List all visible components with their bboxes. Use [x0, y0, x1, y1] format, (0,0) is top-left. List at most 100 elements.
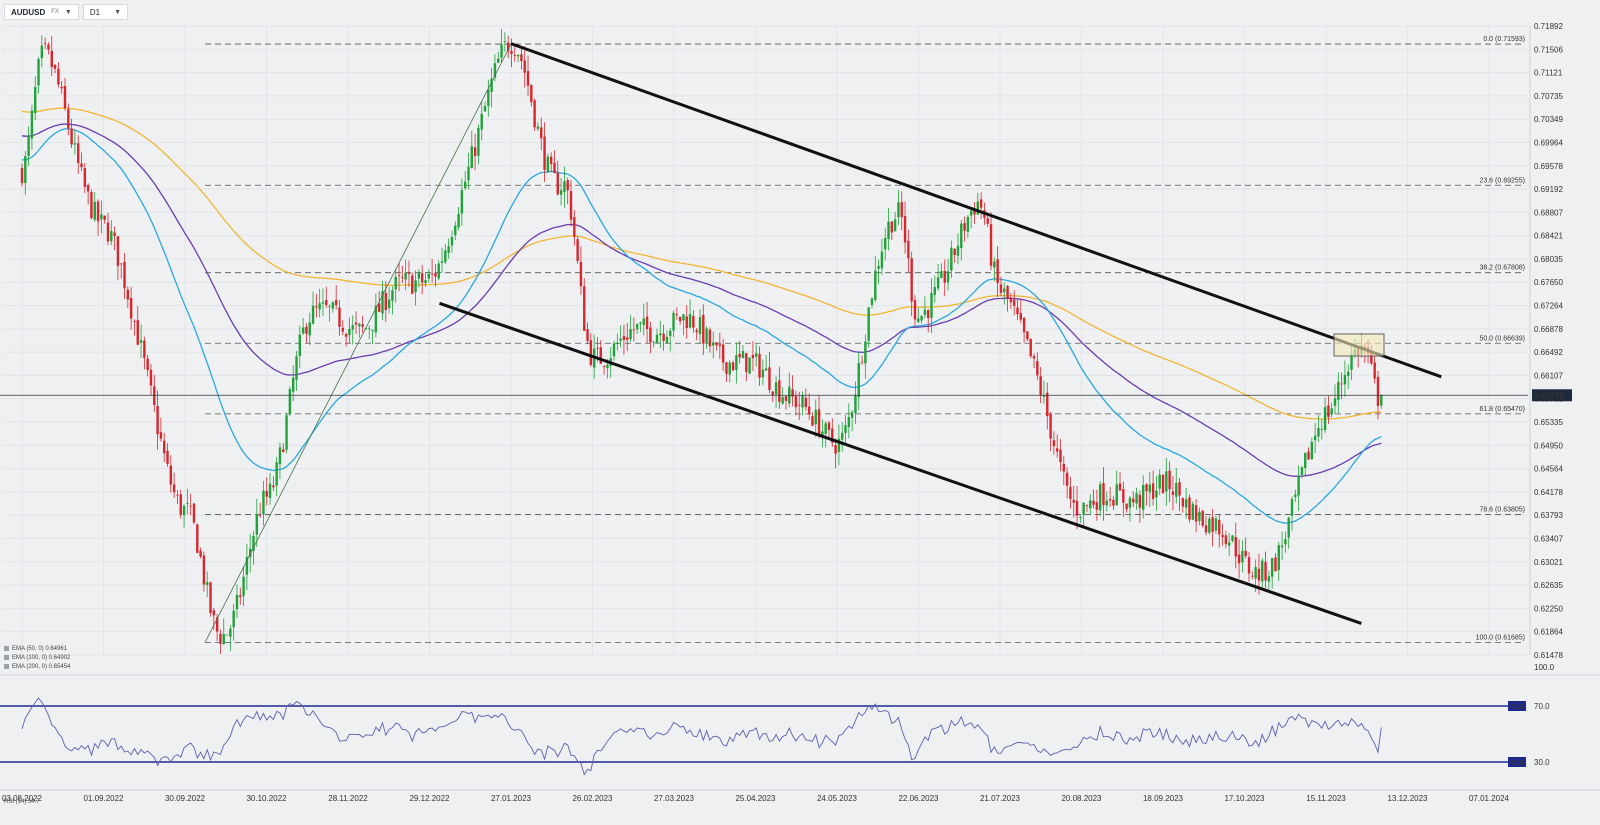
candle-body — [1350, 354, 1353, 370]
candle — [57, 62, 60, 88]
legend-item-ema100[interactable]: EMA (100, 0) 0.64902 — [4, 653, 70, 662]
candle — [1151, 470, 1155, 506]
candle-body — [626, 337, 629, 340]
candle — [996, 246, 999, 297]
candle-body — [864, 341, 867, 364]
candle-body — [103, 215, 106, 220]
candle-body — [1310, 441, 1314, 460]
candle-body — [940, 271, 943, 278]
candle — [397, 263, 401, 292]
candle-body — [93, 201, 96, 220]
candle — [589, 333, 593, 368]
candle — [315, 293, 318, 318]
candle — [688, 299, 692, 329]
candle — [503, 32, 507, 52]
timeframe-selector[interactable]: D1 ▼ — [82, 4, 129, 20]
candle — [1102, 467, 1105, 521]
y-tick-label: 0.63793 — [1534, 511, 1563, 520]
candle-body — [358, 323, 361, 327]
candle-body — [748, 357, 751, 374]
fib-level-label: 78.6 (0.63805) — [1479, 506, 1525, 513]
candle — [1340, 372, 1343, 400]
candle — [182, 504, 186, 528]
rsi-legend[interactable]: RSI (14) 54.7 — [4, 799, 40, 805]
candle-body — [331, 302, 335, 309]
candle — [490, 67, 493, 108]
legend-item-ema50[interactable]: EMA (50, 0) 0.64961 — [4, 644, 70, 653]
candle-body — [430, 273, 434, 275]
y-tick-label: 0.66878 — [1534, 325, 1563, 334]
candle — [774, 375, 778, 408]
candle-body — [791, 389, 794, 397]
candle-body — [235, 594, 239, 610]
candle-body — [718, 344, 722, 346]
candle-body — [341, 327, 345, 332]
legend-item-ema200[interactable]: EMA (200, 0) 0.65454 — [4, 662, 70, 671]
candle-body — [900, 202, 903, 218]
candle-body — [24, 156, 27, 183]
candle-body — [728, 362, 731, 375]
candle-body — [705, 328, 708, 343]
candle — [199, 547, 202, 559]
candle — [275, 456, 278, 497]
legend-label-ema100: EMA (100, 0) 0.64902 — [12, 654, 71, 661]
candle — [1218, 513, 1221, 548]
candle-body — [1085, 505, 1089, 506]
candle-body — [1039, 376, 1042, 396]
candle — [437, 260, 440, 281]
y-tick-label: 0.65335 — [1534, 418, 1563, 427]
candle-body — [344, 334, 348, 337]
candle — [682, 313, 685, 336]
candle-body — [1012, 299, 1016, 306]
chevron-down-icon: ▼ — [64, 8, 72, 16]
candle — [149, 364, 153, 396]
candle — [781, 387, 784, 405]
candle — [348, 317, 351, 344]
fib-anchor-line — [204, 43, 512, 643]
candle-body — [1234, 536, 1237, 557]
candle — [702, 304, 705, 355]
candle-body — [265, 491, 268, 497]
candle-body — [758, 353, 761, 378]
candle — [755, 344, 758, 367]
candle — [34, 76, 37, 121]
candle-body — [397, 275, 401, 276]
candle-body — [163, 440, 166, 454]
candle-body — [321, 302, 325, 304]
candle — [880, 238, 884, 275]
candle-body — [956, 245, 960, 256]
candle-body — [192, 503, 196, 523]
candle-body — [599, 347, 602, 364]
candle-body — [1141, 484, 1145, 510]
candle-body — [139, 340, 143, 343]
candle-body — [1323, 407, 1327, 431]
x-tick-label: 21.07.2023 — [980, 794, 1021, 803]
candle — [979, 192, 983, 219]
candle — [791, 375, 794, 407]
candle — [1287, 516, 1290, 549]
candle — [1112, 496, 1115, 510]
candle-body — [622, 336, 626, 340]
grid-lines — [3, 25, 1528, 656]
candle — [404, 259, 407, 291]
candle-body — [513, 55, 516, 56]
candle-body — [381, 291, 384, 314]
candle-body — [480, 113, 483, 130]
symbol-selector[interactable]: AUDUSD FX ▼ — [4, 4, 79, 20]
candle-body — [1158, 474, 1161, 489]
candle-body — [884, 238, 887, 250]
candle — [391, 286, 394, 315]
candle-body — [80, 163, 83, 168]
candle-body — [1274, 557, 1277, 572]
candle-body — [778, 380, 781, 402]
candle — [1026, 331, 1029, 342]
candle-body — [1277, 545, 1280, 571]
x-tick-label: 07.01.2024 — [1469, 794, 1510, 803]
candle — [893, 211, 897, 232]
candle-body — [1280, 545, 1284, 548]
candle — [1208, 515, 1211, 535]
candle — [520, 46, 523, 70]
candle — [913, 295, 917, 328]
candle-body — [361, 324, 364, 327]
